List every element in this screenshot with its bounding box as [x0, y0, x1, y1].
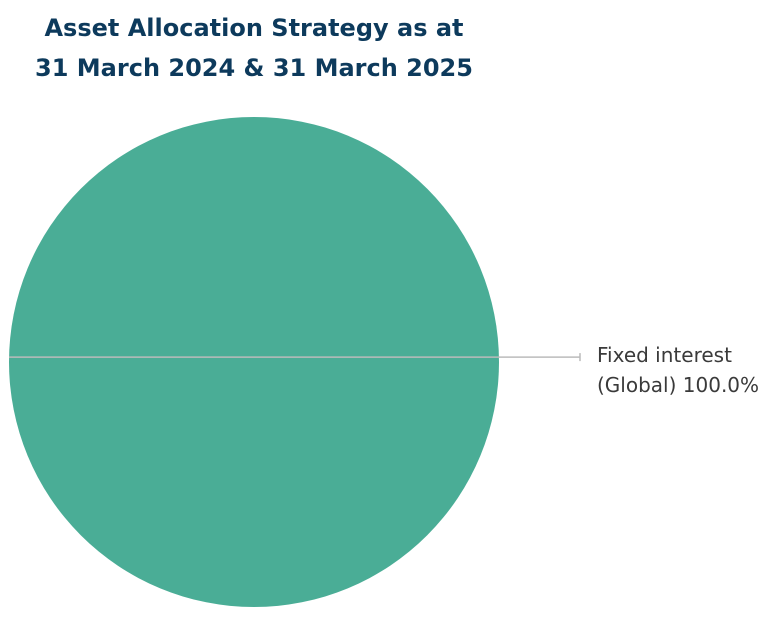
- pie-slice: [9, 117, 499, 607]
- chart-title: Asset Allocation Strategy as at 31 March…: [35, 14, 473, 82]
- slice-value: 100.0%: [682, 373, 760, 398]
- slice-name: Fixed interest (Global): [597, 343, 732, 398]
- slice-label: Fixed interest (Global) 100.0%: [597, 340, 779, 400]
